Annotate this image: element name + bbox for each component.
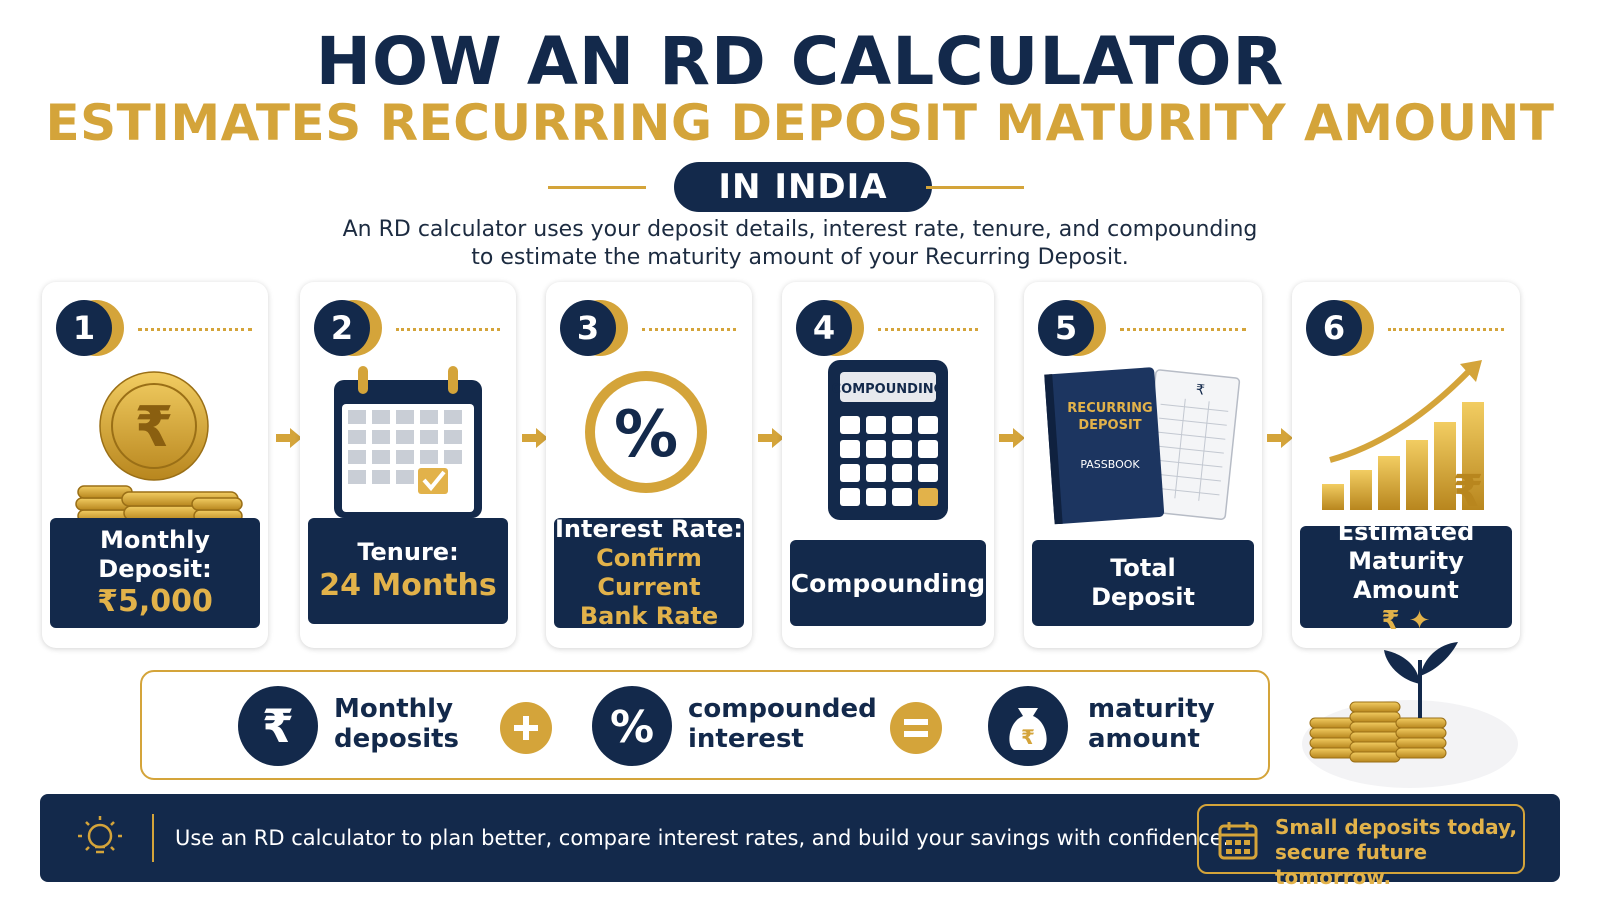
svg-text:PASSBOOK: PASSBOOK <box>1080 458 1140 471</box>
page-title: HOW AN RD CALCULATOR <box>315 23 1285 100</box>
step-label: Monthly Deposit: ₹5,000 <box>50 518 260 628</box>
divider-right <box>926 186 1024 189</box>
svg-text:₹: ₹ <box>135 395 174 460</box>
arrow-right-icon <box>999 428 1025 448</box>
step-number-badge: 2 <box>314 300 382 356</box>
calculator-icon: COMPOUNDING <box>828 360 948 520</box>
step-label: Interest Rate: Confirm Current Bank Rate <box>554 515 744 630</box>
step-number-badge: 4 <box>796 300 864 356</box>
formula-panel: ₹ Monthly deposits % compounded interest ₹… <box>140 670 1270 780</box>
step-card-6: 6 ₹ Estimated Maturity Amount ₹ ✦ <box>1292 282 1520 648</box>
coins-plant-icon <box>1302 642 1518 788</box>
arrow-right-icon <box>522 428 548 448</box>
step-label: Estimated Maturity Amount ₹ ✦ <box>1300 518 1512 636</box>
step-card-5: 5 ₹ RECURRING DEPOSIT PASSBOOK Total Dep… <box>1024 282 1262 648</box>
step-label: Compounding <box>790 540 986 626</box>
percent-icon: % <box>592 686 672 766</box>
step-number-badge: 1 <box>56 300 124 356</box>
dotted-divider <box>1388 328 1504 331</box>
rupee-icon: ₹ <box>238 686 318 766</box>
step-card-4: 4 COMPOUNDING Compounding <box>782 282 994 648</box>
formula-term-maturity: maturity amount <box>1088 694 1215 754</box>
arrow-right-icon <box>758 428 784 448</box>
step-card-3: 3 % Interest Rate: Confirm Current Bank … <box>546 282 752 648</box>
percent-icon: % <box>585 371 707 493</box>
step-label: Total Deposit <box>1032 540 1254 626</box>
svg-text:%: % <box>610 702 654 753</box>
svg-text:₹: ₹ <box>262 699 294 753</box>
description: An RD calculator uses your deposit detai… <box>0 216 1600 272</box>
description-line-2: to estimate the maturity amount of your … <box>471 245 1129 270</box>
divider-left <box>548 186 646 189</box>
step-number-badge: 5 <box>1038 300 1106 356</box>
equals-icon <box>890 702 942 754</box>
footer-slogan: Small deposits today, secure future tomor… <box>1275 815 1518 889</box>
step-card-1: 1 ₹ Monthly Deposit: ₹5,000 <box>42 282 268 648</box>
footer-banner: Use an RD calculator to plan better, com… <box>40 794 1560 889</box>
svg-text:₹: ₹ <box>1195 382 1206 399</box>
page-subtitle: ESTIMATES RECURRING DEPOSIT MATURITY AMO… <box>45 94 1555 152</box>
step-label: Tenure: 24 Months <box>308 518 508 624</box>
formula-term-interest: compounded interest <box>688 694 877 754</box>
passbook-icon: ₹ RECURRING DEPOSIT PASSBOOK <box>1044 367 1241 525</box>
calendar-icon <box>334 366 482 518</box>
dotted-divider <box>642 328 736 331</box>
footer-slogan-box: Small deposits today, secure future tomor… <box>1197 804 1525 889</box>
description-line-1: An RD calculator uses your deposit detai… <box>342 217 1258 242</box>
step-number-badge: 6 <box>1306 300 1374 356</box>
footer-divider <box>152 814 154 862</box>
dotted-divider <box>1120 328 1246 331</box>
lightbulb-icon <box>78 816 122 854</box>
dotted-divider <box>396 328 500 331</box>
svg-text:%: % <box>614 398 678 472</box>
calendar-icon <box>1218 822 1258 860</box>
svg-text:₹: ₹ <box>1453 466 1484 517</box>
svg-text:₹: ₹ <box>1021 725 1035 749</box>
formula-term-deposits: Monthly deposits <box>334 694 460 754</box>
arrow-right-icon <box>1267 428 1293 448</box>
arrow-right-icon <box>276 428 302 448</box>
plus-icon <box>500 702 552 754</box>
svg-text:DEPOSIT: DEPOSIT <box>1078 418 1141 433</box>
svg-text:COMPOUNDING: COMPOUNDING <box>832 382 945 397</box>
region-row: IN INDIA <box>0 162 1600 212</box>
region-badge: IN INDIA <box>674 162 932 212</box>
growth-chart-icon: ₹ <box>1322 360 1484 517</box>
dotted-divider <box>138 328 252 331</box>
footer-tip: Use an RD calculator to plan better, com… <box>175 826 1230 850</box>
step-card-2: 2 Tenure: 24 Months <box>300 282 516 648</box>
dotted-divider <box>878 328 978 331</box>
step-number-badge: 3 <box>560 300 628 356</box>
svg-text:RECURRING: RECURRING <box>1067 401 1152 416</box>
money-bag-icon: ₹ <box>988 686 1068 766</box>
